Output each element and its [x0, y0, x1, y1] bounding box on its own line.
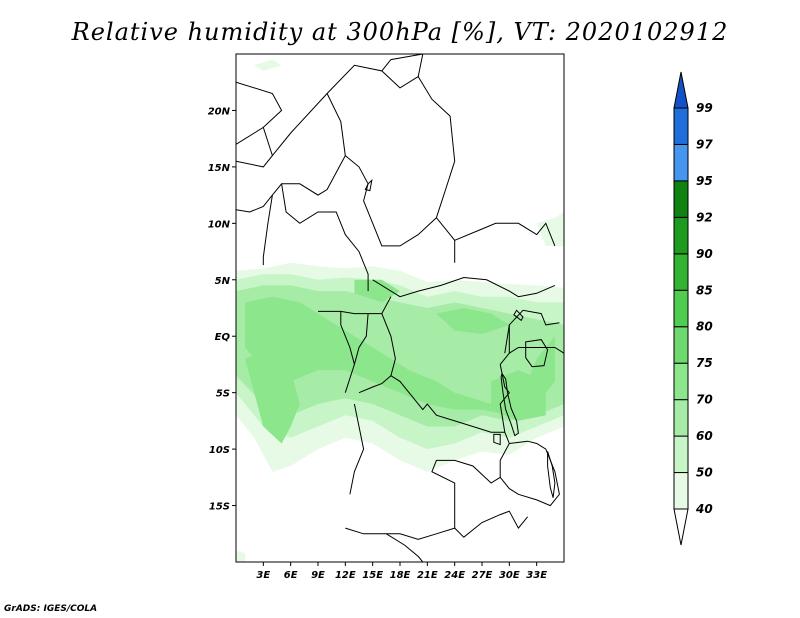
- border-line-0: [236, 81, 283, 145]
- humidity-region-9: [254, 59, 282, 71]
- border-line-21: [509, 347, 564, 354]
- border-line-8: [363, 183, 456, 263]
- lat-tick-label: EQ: [215, 332, 231, 343]
- colorbar-label: 85: [696, 283, 713, 297]
- lon-tick-label: 27E: [472, 570, 493, 581]
- colorbar-segment-70: [673, 362, 689, 401]
- colorbar-low-cap: [673, 508, 689, 546]
- border-line-16: [345, 375, 510, 540]
- lake-outline-3: [547, 451, 556, 498]
- lon-tick-label: 33E: [526, 570, 547, 581]
- border-line-7: [281, 183, 369, 292]
- colorbar-segment-97: [673, 107, 689, 145]
- border-line-22: [499, 364, 510, 433]
- humidity-region-5: [436, 308, 510, 334]
- humidity-region-10: [236, 550, 246, 562]
- colorbar-segment-95: [673, 143, 689, 182]
- colorbar-label: 90: [696, 247, 713, 261]
- colorbar-segment-92: [673, 180, 689, 218]
- lake-outline-5: [364, 179, 373, 192]
- colorbar-label: 60: [696, 429, 713, 443]
- lon-tick-label: 6E: [284, 570, 298, 581]
- border-line-13: [340, 311, 355, 393]
- lon-tick-label: 15E: [362, 570, 383, 581]
- border-line-18: [454, 510, 528, 538]
- lat-tick-label: 10S: [209, 445, 230, 456]
- humidity-region-7: [491, 370, 546, 421]
- colorbar-segment-40: [673, 472, 689, 510]
- border-line-12: [318, 296, 392, 315]
- border-line-2: [272, 54, 423, 156]
- lake-outline-4: [493, 433, 501, 446]
- lat-tick-label: 20N: [208, 106, 231, 117]
- lake-outline-2: [513, 309, 524, 322]
- lon-tick-label: 3E: [256, 570, 270, 581]
- colorbar-high-cap: [673, 71, 689, 109]
- latitude-axis: 20N 15N 10N 5N EQ 5S 10S 15S: [208, 106, 236, 513]
- lat-tick-label: 15N: [208, 163, 231, 174]
- border-line-17: [349, 403, 365, 495]
- colorbar-label: 95: [696, 174, 713, 188]
- border-line-10: [454, 222, 556, 247]
- border-line-9: [417, 76, 456, 218]
- border-line-11: [372, 276, 556, 298]
- colorbar-label: 50: [696, 466, 713, 480]
- lon-tick-label: 30E: [499, 570, 520, 581]
- colorbar-label: 92: [696, 210, 713, 224]
- humidity-region-6: [245, 347, 300, 444]
- border-line-19: [499, 440, 560, 507]
- border-line-14: [353, 313, 369, 365]
- country-borders: [236, 54, 564, 562]
- lake-outline-1: [525, 339, 549, 368]
- colorbar-segment-60: [673, 399, 689, 437]
- colorbar-label: 80: [696, 320, 713, 334]
- humidity-shading: [236, 59, 564, 562]
- border-line-1: [236, 127, 273, 168]
- border-line-23: [504, 324, 510, 354]
- lat-tick-label: 10N: [208, 219, 231, 230]
- border-line-20: [499, 309, 560, 365]
- colorbar-segment-90: [673, 216, 689, 255]
- longitude-axis: 3E 6E 9E 12E 15E 18E 21E 24E 27E 30E 33E: [256, 562, 547, 581]
- colorbar-segment-85: [673, 253, 689, 291]
- lat-tick-label: 5S: [216, 389, 230, 400]
- border-line-3: [326, 93, 369, 185]
- humidity-region-8: [536, 212, 564, 246]
- colorbar-segment-50: [673, 435, 689, 474]
- lon-tick-label: 24E: [444, 570, 465, 581]
- colorbar-legend: 40 50 60 70 75 80 85 90 92 95 97 99: [673, 71, 713, 546]
- border-line-24: [386, 533, 424, 562]
- colorbar-label: 70: [696, 393, 713, 407]
- border-line-5: [236, 155, 346, 213]
- border-line-4: [381, 54, 424, 89]
- colorbar-label: 75: [696, 356, 713, 370]
- colorbar-label: 97: [696, 137, 713, 151]
- colorbar-segment-75: [673, 326, 689, 364]
- colorbar-label: 99: [696, 101, 713, 115]
- lat-tick-label: 5N: [215, 276, 231, 287]
- colorbar-segment-80: [673, 289, 689, 328]
- border-line-6: [262, 195, 273, 266]
- grads-credit: GrADS: IGES/COLA: [4, 604, 98, 614]
- lon-tick-label: 21E: [417, 570, 438, 581]
- map-title: Relative humidity at 300hPa [%], VT: 202…: [71, 18, 729, 46]
- lon-tick-label: 9E: [311, 570, 325, 581]
- lon-tick-label: 12E: [335, 570, 356, 581]
- lon-tick-label: 18E: [390, 570, 411, 581]
- humidity-region-4: [354, 279, 400, 303]
- colorbar-label: 40: [695, 502, 713, 516]
- humidity-region-3: [245, 296, 555, 416]
- lat-tick-label: 15S: [209, 502, 230, 513]
